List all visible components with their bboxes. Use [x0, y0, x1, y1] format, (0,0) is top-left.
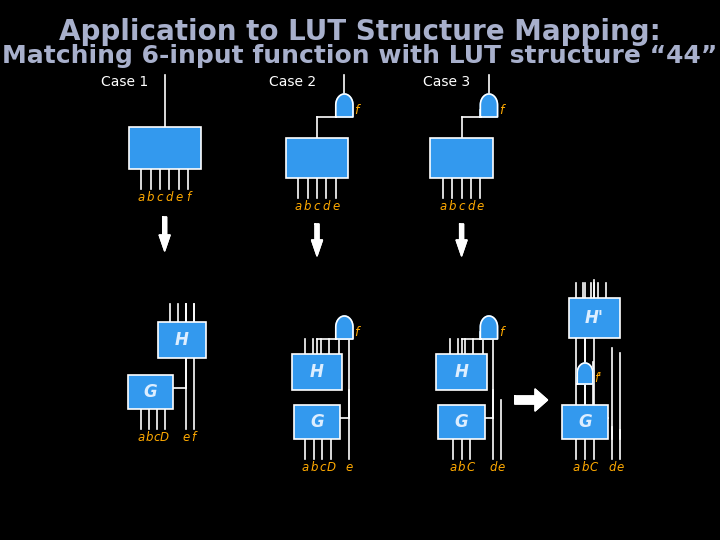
Text: b: b — [145, 431, 153, 444]
Text: e: e — [616, 461, 624, 474]
Text: a: a — [138, 431, 145, 444]
Text: d: d — [467, 200, 474, 213]
Text: e: e — [175, 191, 182, 204]
Text: d: d — [490, 461, 497, 474]
Bar — [438, 405, 485, 439]
Text: f: f — [192, 431, 196, 444]
Bar — [129, 127, 201, 169]
Text: D: D — [160, 431, 169, 444]
Polygon shape — [456, 224, 467, 256]
Text: c: c — [153, 431, 160, 444]
Text: H': H' — [585, 309, 604, 327]
Text: f: f — [186, 191, 190, 204]
Bar — [128, 375, 174, 409]
Bar — [286, 138, 348, 178]
Text: d: d — [323, 200, 330, 213]
Text: Matching 6-input function with LUT structure “44”: Matching 6-input function with LUT struc… — [2, 44, 718, 68]
Text: f: f — [499, 326, 503, 339]
Bar — [562, 405, 608, 439]
Text: b: b — [449, 200, 456, 213]
Text: b: b — [310, 461, 318, 474]
Text: G: G — [144, 383, 158, 401]
Bar — [292, 354, 343, 390]
Text: H: H — [454, 363, 469, 381]
Text: e: e — [332, 200, 339, 213]
Text: Case 3: Case 3 — [423, 75, 469, 89]
Text: G: G — [578, 413, 592, 431]
Text: e: e — [182, 431, 189, 444]
Text: a: a — [294, 200, 302, 213]
Text: H: H — [310, 363, 324, 381]
Polygon shape — [312, 224, 323, 256]
Text: b: b — [147, 191, 154, 204]
Text: c: c — [319, 461, 325, 474]
Text: f: f — [499, 104, 503, 117]
Text: b: b — [458, 461, 465, 474]
Text: a: a — [302, 461, 309, 474]
Text: e: e — [477, 200, 484, 213]
Text: C: C — [590, 461, 598, 474]
Text: d: d — [608, 461, 616, 474]
Text: f: f — [354, 104, 359, 117]
Text: f': f' — [595, 372, 602, 384]
Text: f: f — [354, 326, 359, 339]
Text: G: G — [455, 413, 469, 431]
Text: e: e — [345, 461, 352, 474]
Polygon shape — [480, 94, 498, 117]
Polygon shape — [515, 389, 547, 411]
Text: e: e — [498, 461, 505, 474]
Bar — [294, 405, 341, 439]
Text: b: b — [304, 200, 311, 213]
Text: Case 1: Case 1 — [101, 75, 148, 89]
Polygon shape — [336, 316, 353, 339]
Text: Case 2: Case 2 — [269, 75, 315, 89]
Bar — [158, 322, 206, 358]
Polygon shape — [336, 94, 353, 117]
Text: c: c — [314, 200, 320, 213]
Text: H: H — [175, 331, 189, 349]
Polygon shape — [159, 217, 170, 251]
Bar — [436, 354, 487, 390]
Text: D: D — [327, 461, 336, 474]
Polygon shape — [480, 316, 498, 339]
Text: G: G — [310, 413, 324, 431]
Text: Application to LUT Structure Mapping:: Application to LUT Structure Mapping: — [59, 18, 661, 46]
Polygon shape — [577, 363, 593, 384]
Text: c: c — [157, 191, 163, 204]
Text: a: a — [449, 461, 456, 474]
Text: a: a — [573, 461, 580, 474]
Text: a: a — [439, 200, 446, 213]
Text: C: C — [466, 461, 474, 474]
Bar — [569, 298, 620, 338]
Bar — [431, 138, 493, 178]
Text: b: b — [581, 461, 589, 474]
Text: c: c — [459, 200, 465, 213]
Text: d: d — [166, 191, 173, 204]
Text: a: a — [138, 191, 145, 204]
